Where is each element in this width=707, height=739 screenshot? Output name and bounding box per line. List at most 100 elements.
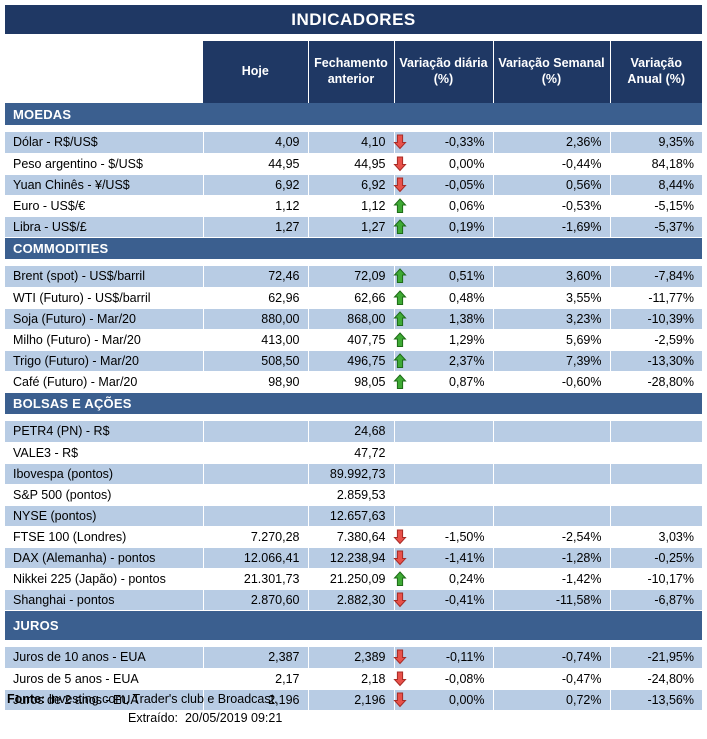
section-spacer-row <box>5 259 702 266</box>
cell-hoje: 508,50 <box>202 350 308 372</box>
section-header-row: JUROS <box>5 610 702 640</box>
cell-variacao-semanal: 5,69% <box>492 329 610 351</box>
cell-variacao-diaria: -0,11% <box>393 647 493 669</box>
cell-variacao-semanal: 3,23% <box>492 308 610 330</box>
cell-variacao-semanal <box>492 463 610 485</box>
cell-variacao-diaria: 0,00% <box>393 153 493 175</box>
cell-variacao-diaria: -0,05% <box>393 174 493 196</box>
section-title: COMMODITIES <box>5 237 702 259</box>
row-label: Trigo (Futuro) - Mar/20 <box>5 350 204 372</box>
cell-variacao-semanal: 3,60% <box>492 266 610 288</box>
cell-fechamento-anterior: 2.859,53 <box>307 484 394 506</box>
cell-variacao-anual: -7,84% <box>609 266 702 288</box>
footer-extracted-value: 20/05/2019 09:21 <box>184 711 283 725</box>
cell-variacao-anual: -13,30% <box>609 350 702 372</box>
cell-variacao-diaria: 0,00% <box>393 689 493 711</box>
cell-hoje <box>202 463 308 485</box>
row-label: Soja (Futuro) - Mar/20 <box>5 308 204 330</box>
cell-variacao-semanal: -0,47% <box>492 668 610 690</box>
table-row: VALE3 - R$ 47,72 <box>5 442 702 464</box>
row-label: Shanghai - pontos <box>5 589 204 611</box>
cell-fechamento-anterior: 2,196 <box>307 689 407 711</box>
cell-variacao-anual: -10,39% <box>609 308 702 330</box>
cell-variacao-diaria: 1,38% <box>393 308 493 330</box>
row-label: Euro - US$/€ <box>5 195 204 217</box>
cell-fechamento-anterior: 2,18 <box>307 668 407 690</box>
cell-hoje: 1,27 <box>202 216 308 238</box>
table-row: Euro - US$/€ 1,12 1,12 0,06% -0,53% -5,15% <box>5 195 702 217</box>
table-row: Juros de 5 anos - EUA 2,17 2,18 -0,08% -0,47… <box>5 668 702 690</box>
row-label: Milho (Futuro) - Mar/20 <box>5 329 204 351</box>
cell-variacao-semanal: -0,60% <box>492 371 610 393</box>
cell-variacao-semanal: -0,53% <box>492 195 610 217</box>
table-row: Milho (Futuro) - Mar/20 413,00 407,75 1,29%… <box>5 329 702 351</box>
cell-variacao-anual <box>609 442 702 464</box>
cell-variacao-anual: -21,95% <box>609 647 702 669</box>
cell-variacao-anual: -6,87% <box>609 589 702 611</box>
footer-source-label: Fonte: <box>7 692 46 706</box>
cell-variacao-semanal: -2,54% <box>492 526 610 548</box>
cell-fechamento-anterior: 72,09 <box>307 266 407 288</box>
header-line: Hoje <box>241 64 269 79</box>
cell-hoje: 2,196 <box>202 689 308 711</box>
cell-hoje: 880,00 <box>202 308 308 330</box>
table-row: Libra - US$/£ 1,27 1,27 0,19% -1,69% -5,37% <box>5 216 702 238</box>
row-label: Café (Futuro) - Mar/20 <box>5 371 204 393</box>
row-label: Juros de 5 anos - EUA <box>5 668 204 690</box>
row-label: PETR4 (PN) - R$ <box>5 421 204 443</box>
cell-hoje <box>202 484 308 506</box>
cell-fechamento-anterior: 2,389 <box>307 647 407 669</box>
cell-fechamento-anterior: 407,75 <box>307 329 407 351</box>
cell-variacao-anual: -11,77% <box>609 287 702 309</box>
row-label: Peso argentino - $/US$ <box>5 153 204 175</box>
cell-fechamento-anterior: 62,66 <box>307 287 407 309</box>
cell-fechamento-anterior: 6,92 <box>307 174 407 196</box>
cell-hoje: 413,00 <box>202 329 308 351</box>
cell-variacao-anual: -5,15% <box>609 195 702 217</box>
row-label: Ibovespa (pontos) <box>5 463 204 485</box>
cell-variacao-diaria <box>393 505 493 527</box>
cell-variacao-semanal <box>492 421 610 443</box>
cell-fechamento-anterior: 4,10 <box>307 132 407 154</box>
row-label: Juros de 10 anos - EUA <box>5 647 204 669</box>
table-row: Juros de 10 anos - EUA 2,387 2,389 -0,11% -0… <box>5 647 702 669</box>
header-line: Variação Semanal <box>498 56 605 71</box>
cell-fechamento-anterior: 47,72 <box>307 442 394 464</box>
cell-fechamento-anterior: 21.250,09 <box>307 568 407 590</box>
row-label: WTI (Futuro) - US$/barril <box>5 287 204 309</box>
cell-variacao-diaria: 1,29% <box>393 329 493 351</box>
cell-variacao-diaria: 0,24% <box>393 568 493 590</box>
table-row: Ibovespa (pontos) 89.992,73 <box>5 463 702 485</box>
cell-hoje: 2,387 <box>202 647 308 669</box>
cell-variacao-semanal: -1,42% <box>492 568 610 590</box>
section-spacer-row <box>5 640 702 647</box>
cell-variacao-diaria: 0,87% <box>393 371 493 393</box>
header-line: Variação diária <box>399 56 488 71</box>
cell-hoje: 21.301,73 <box>202 568 308 590</box>
cell-variacao-semanal: 0,72% <box>492 689 610 711</box>
cell-variacao-diaria: 0,48% <box>393 287 493 309</box>
cell-hoje: 7.270,28 <box>202 526 308 548</box>
cell-variacao-anual <box>609 421 702 443</box>
cell-variacao-anual: 84,18% <box>609 153 702 175</box>
header-blank <box>5 41 203 103</box>
cell-variacao-diaria: -0,41% <box>393 589 493 611</box>
cell-fechamento-anterior: 98,05 <box>307 371 407 393</box>
table-row: Dólar - R$/US$ 4,09 4,10 -0,33% 2,36% 9,35% <box>5 132 702 154</box>
section-title: BOLSAS E AÇÕES <box>5 392 702 414</box>
cell-hoje: 72,46 <box>202 266 308 288</box>
table-row: Yuan Chinês - ¥/US$ 6,92 6,92 -0,05% 0,56% 8,… <box>5 174 702 196</box>
cell-variacao-diaria <box>393 421 493 443</box>
column-header-variacao-anual: Variação Anual (%) <box>609 41 702 103</box>
cell-fechamento-anterior: 496,75 <box>307 350 407 372</box>
cell-variacao-semanal: 3,55% <box>492 287 610 309</box>
cell-variacao-anual <box>609 505 702 527</box>
table-row: Brent (spot) - US$/barril 72,46 72,09 0,51%… <box>5 266 702 288</box>
table-row: Peso argentino - $/US$ 44,95 44,95 0,00% -0,… <box>5 153 702 175</box>
cell-variacao-anual: -5,37% <box>609 216 702 238</box>
cell-fechamento-anterior: 12.657,63 <box>307 505 394 527</box>
cell-fechamento-anterior: 7.380,64 <box>307 526 407 548</box>
header-line: anterior <box>327 72 375 86</box>
cell-variacao-diaria: -0,33% <box>393 132 493 154</box>
cell-hoje: 1,12 <box>202 195 308 217</box>
